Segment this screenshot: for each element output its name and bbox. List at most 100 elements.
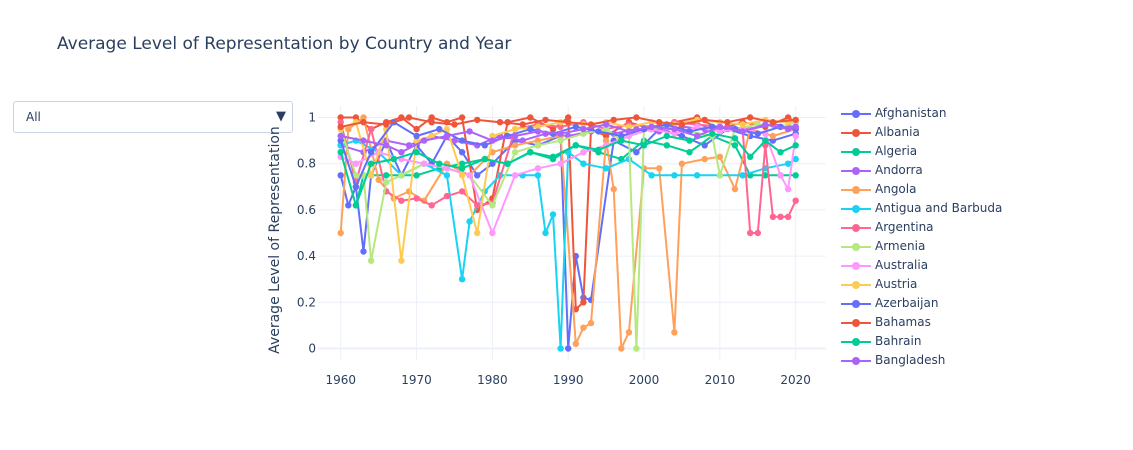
data-point[interactable] bbox=[511, 132, 519, 140]
data-point[interactable] bbox=[527, 149, 534, 156]
data-point[interactable] bbox=[678, 160, 686, 167]
data-point[interactable] bbox=[489, 137, 496, 144]
data-point[interactable] bbox=[602, 132, 610, 140]
data-point[interactable] bbox=[375, 176, 382, 184]
data-point[interactable] bbox=[337, 172, 344, 179]
data-point[interactable] bbox=[701, 116, 708, 124]
data-point[interactable] bbox=[398, 257, 405, 264]
data-point[interactable] bbox=[511, 149, 519, 156]
data-point[interactable] bbox=[352, 160, 360, 167]
data-point[interactable] bbox=[602, 165, 610, 172]
data-point[interactable] bbox=[572, 142, 579, 149]
data-point[interactable] bbox=[390, 155, 397, 163]
data-point[interactable] bbox=[519, 137, 526, 144]
data-point[interactable] bbox=[610, 116, 617, 124]
data-point[interactable] bbox=[678, 132, 686, 140]
data-point[interactable] bbox=[625, 123, 633, 130]
data-point[interactable] bbox=[769, 213, 777, 220]
data-point[interactable] bbox=[474, 229, 481, 237]
data-point[interactable] bbox=[420, 137, 428, 144]
data-point[interactable] bbox=[618, 345, 625, 352]
data-point[interactable] bbox=[458, 149, 466, 156]
data-point[interactable] bbox=[466, 218, 473, 225]
data-point[interactable] bbox=[709, 130, 716, 137]
data-point[interactable] bbox=[489, 229, 496, 237]
data-point[interactable] bbox=[784, 213, 792, 220]
country-filter-dropdown[interactable]: All ▼ bbox=[13, 101, 293, 133]
data-point[interactable] bbox=[413, 149, 420, 156]
data-point[interactable] bbox=[337, 123, 344, 130]
data-point[interactable] bbox=[716, 172, 724, 179]
data-point[interactable] bbox=[504, 160, 511, 167]
data-point[interactable] bbox=[557, 345, 564, 352]
data-point[interactable] bbox=[580, 160, 587, 167]
data-point[interactable] bbox=[542, 116, 549, 124]
data-point[interactable] bbox=[663, 132, 670, 140]
data-point[interactable] bbox=[345, 202, 352, 209]
data-point[interactable] bbox=[511, 172, 519, 179]
data-point[interactable] bbox=[618, 137, 625, 144]
data-point[interactable] bbox=[534, 142, 542, 149]
data-point[interactable] bbox=[792, 123, 799, 130]
data-point[interactable] bbox=[458, 114, 466, 121]
data-point[interactable] bbox=[466, 172, 473, 179]
data-point[interactable] bbox=[352, 183, 360, 190]
data-point[interactable] bbox=[595, 128, 602, 135]
data-point[interactable] bbox=[489, 160, 496, 167]
data-point[interactable] bbox=[534, 172, 542, 179]
data-point[interactable] bbox=[731, 142, 739, 149]
data-point[interactable] bbox=[557, 130, 564, 137]
data-point[interactable] bbox=[360, 137, 367, 144]
data-point[interactable] bbox=[784, 125, 792, 133]
data-point[interactable] bbox=[345, 125, 352, 133]
data-point[interactable] bbox=[656, 119, 663, 126]
data-point[interactable] bbox=[693, 123, 701, 130]
data-point[interactable] bbox=[595, 146, 602, 154]
data-point[interactable] bbox=[367, 125, 375, 133]
data-point[interactable] bbox=[511, 142, 519, 149]
data-point[interactable] bbox=[618, 132, 625, 140]
data-point[interactable] bbox=[489, 202, 496, 209]
data-point[interactable] bbox=[428, 132, 435, 140]
series-bahamas[interactable] bbox=[337, 114, 799, 130]
data-point[interactable] bbox=[686, 149, 693, 156]
data-point[interactable] bbox=[792, 142, 799, 149]
data-point[interactable] bbox=[792, 132, 799, 140]
data-point[interactable] bbox=[511, 125, 519, 133]
data-point[interactable] bbox=[443, 132, 451, 140]
data-point[interactable] bbox=[428, 202, 435, 209]
data-point[interactable] bbox=[792, 172, 799, 179]
data-point[interactable] bbox=[739, 121, 746, 128]
data-point[interactable] bbox=[549, 153, 557, 160]
data-point[interactable] bbox=[474, 202, 481, 209]
data-point[interactable] bbox=[731, 185, 739, 193]
data-point[interactable] bbox=[678, 121, 686, 128]
data-point[interactable] bbox=[481, 155, 488, 163]
data-point[interactable] bbox=[671, 172, 678, 179]
data-point[interactable] bbox=[398, 149, 405, 156]
data-point[interactable] bbox=[413, 137, 420, 144]
data-point[interactable] bbox=[633, 149, 640, 156]
data-point[interactable] bbox=[572, 123, 579, 130]
data-point[interactable] bbox=[398, 197, 405, 204]
data-point[interactable] bbox=[413, 125, 420, 133]
data-point[interactable] bbox=[716, 123, 724, 130]
data-point[interactable] bbox=[443, 125, 451, 133]
data-point[interactable] bbox=[398, 172, 405, 179]
data-point[interactable] bbox=[784, 114, 792, 121]
data-point[interactable] bbox=[360, 248, 367, 255]
data-point[interactable] bbox=[383, 172, 390, 179]
data-point[interactable] bbox=[443, 192, 451, 200]
data-point[interactable] bbox=[527, 125, 534, 133]
data-point[interactable] bbox=[754, 130, 761, 137]
data-point[interactable] bbox=[420, 160, 428, 167]
data-point[interactable] bbox=[352, 202, 360, 209]
data-point[interactable] bbox=[337, 137, 344, 144]
data-point[interactable] bbox=[367, 149, 375, 156]
data-point[interactable] bbox=[489, 132, 496, 140]
data-point[interactable] bbox=[352, 114, 360, 121]
data-point[interactable] bbox=[625, 329, 633, 336]
data-point[interactable] bbox=[640, 142, 648, 149]
data-point[interactable] bbox=[549, 211, 557, 218]
